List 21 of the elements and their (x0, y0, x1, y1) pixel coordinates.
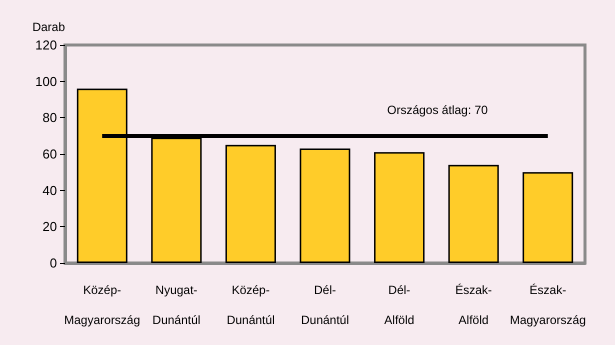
ref-line-label: Országos átlag: 70 (387, 102, 488, 117)
y-tick-label: 20 (42, 219, 57, 234)
y-tick-label: 60 (42, 146, 57, 162)
bar (522, 172, 574, 263)
y-tick-label: 100 (35, 74, 57, 89)
y-tick-label: 0 (50, 256, 57, 270)
y-axis-title: Darab (32, 20, 66, 34)
category-label: Közép- Magyarország (64, 283, 140, 327)
bar (225, 144, 276, 263)
y-tick-label: 40 (42, 182, 57, 198)
category-label: Észak- Alföld (455, 283, 492, 327)
y-tick-label: 80 (42, 110, 57, 126)
bar (448, 164, 499, 263)
category-label: Nyugat- Dunántúl (152, 283, 200, 327)
category-label: Észak- Magyarország (510, 283, 586, 327)
category-label: Dél- Dunántúl (300, 283, 350, 327)
y-tick-label: 120 (35, 38, 57, 52)
bar (300, 148, 350, 263)
category-label: Dél- Alföld (384, 283, 414, 327)
bar (374, 152, 425, 263)
category-label: Közép- Dunántúl (226, 283, 275, 327)
